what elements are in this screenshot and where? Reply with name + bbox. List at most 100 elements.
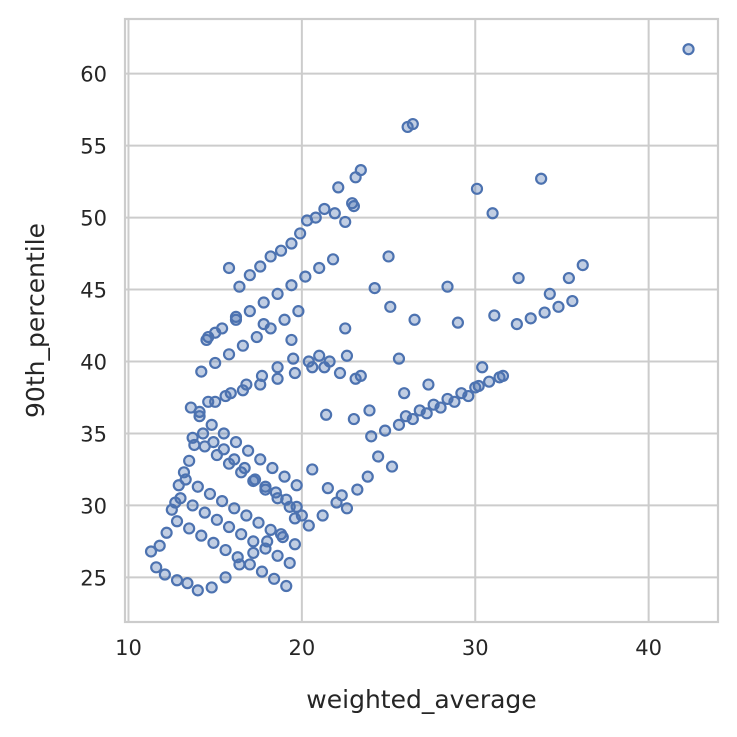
data-point	[195, 365, 208, 378]
data-point	[441, 280, 454, 293]
data-point	[455, 387, 468, 400]
data-point	[193, 410, 206, 423]
data-point	[300, 214, 314, 227]
data-point	[351, 483, 364, 496]
data-point	[254, 378, 267, 391]
data-point	[285, 279, 298, 292]
data-point	[217, 427, 230, 440]
data-point	[219, 389, 232, 403]
data-point	[240, 509, 253, 522]
data-point	[535, 172, 548, 185]
data-point	[242, 444, 255, 457]
data-point	[470, 182, 484, 195]
data-point	[384, 300, 397, 313]
data-point	[243, 269, 256, 282]
data-point	[316, 509, 329, 522]
data-point	[392, 352, 406, 365]
data-point	[313, 261, 326, 275]
data-point	[290, 479, 303, 492]
data-point	[441, 392, 454, 406]
data-point	[264, 322, 277, 335]
data-point	[340, 349, 354, 362]
data-point	[326, 253, 340, 266]
data-point	[219, 543, 232, 557]
data-point	[333, 366, 347, 380]
data-point	[255, 369, 269, 383]
data-point	[276, 530, 289, 544]
data-point	[266, 461, 279, 475]
data-point	[413, 404, 426, 417]
data-point	[392, 418, 406, 431]
data-point	[170, 515, 184, 528]
data-point	[271, 287, 284, 300]
data-point	[222, 457, 236, 470]
data-point	[183, 522, 196, 535]
data-point	[335, 489, 348, 502]
data-point	[259, 483, 272, 496]
data-point	[209, 356, 222, 370]
data-point	[222, 261, 236, 275]
data-point	[372, 450, 385, 463]
y-tick-label: 55	[80, 135, 107, 159]
data-point	[184, 401, 197, 414]
data-point	[562, 271, 575, 285]
data-point	[247, 546, 260, 560]
data-point	[198, 440, 211, 453]
data-point	[323, 355, 336, 368]
data-point	[347, 199, 360, 213]
y-tick-labels: 25 30 35 40 45 50 55 60	[80, 63, 107, 591]
data-point	[427, 398, 440, 411]
data-point	[320, 408, 333, 421]
grid-lines	[125, 19, 718, 622]
data-point	[451, 316, 465, 329]
data-point	[264, 523, 277, 536]
data-point	[235, 528, 248, 541]
data-point	[552, 300, 565, 313]
data-point	[328, 207, 341, 220]
data-point	[215, 495, 229, 508]
data-point	[347, 412, 360, 426]
data-point	[496, 369, 510, 383]
data-point	[538, 306, 551, 319]
data-point	[174, 492, 187, 505]
y-tick-label: 25	[80, 566, 107, 590]
data-point	[205, 418, 218, 431]
data-point	[382, 250, 395, 263]
data-point	[339, 215, 352, 229]
data-point	[385, 460, 399, 473]
data-point	[365, 430, 378, 443]
data-point	[361, 470, 374, 483]
x-axis-label: weighted_average	[306, 685, 536, 714]
data-point	[408, 313, 421, 326]
data-point	[222, 520, 236, 534]
y-axis-label: 90th_percentile	[21, 223, 50, 418]
data-point	[278, 313, 291, 326]
data-point	[274, 244, 288, 257]
data-point	[476, 361, 489, 374]
data-point	[268, 572, 281, 585]
data-point	[285, 333, 298, 347]
data-point	[363, 404, 376, 417]
data-point	[203, 487, 217, 501]
data-point	[271, 372, 284, 385]
data-point	[318, 202, 331, 216]
data-point	[306, 361, 319, 374]
data-point	[259, 542, 272, 555]
data-point	[566, 294, 579, 308]
y-tick-label: 45	[80, 279, 107, 303]
data-point	[195, 529, 208, 542]
data-point	[160, 526, 173, 539]
data-point	[191, 584, 204, 597]
y-tick-label: 30	[80, 494, 107, 518]
data-point	[406, 117, 419, 131]
data-point	[483, 375, 496, 388]
data-point	[229, 436, 243, 449]
data-point	[349, 171, 362, 184]
data-point	[469, 381, 482, 394]
data-point	[207, 536, 220, 549]
data-point	[250, 330, 263, 344]
data-point	[422, 378, 435, 391]
data-point	[150, 561, 163, 574]
data-point	[264, 250, 277, 263]
x-tick-label: 10	[115, 636, 142, 660]
